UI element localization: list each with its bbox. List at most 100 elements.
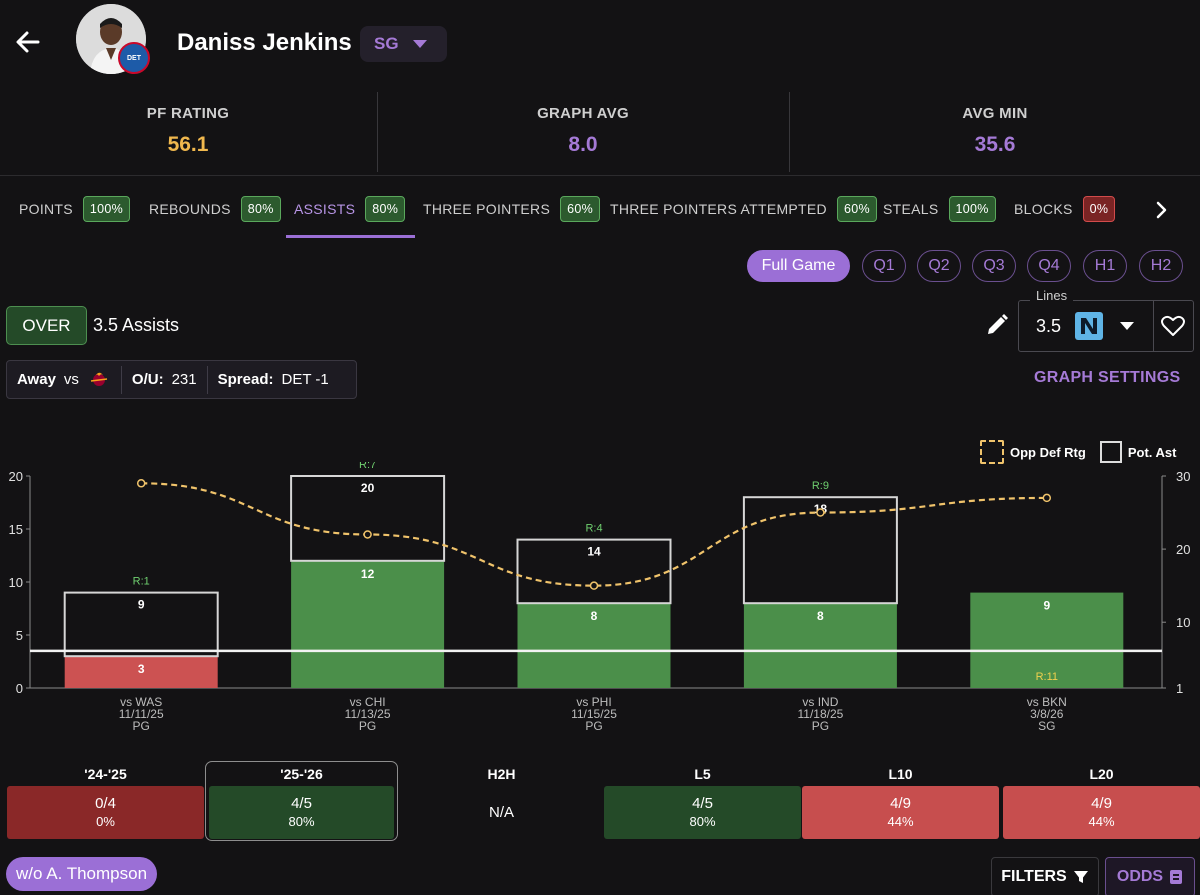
legend-opp-def[interactable]: Opp Def Rtg bbox=[980, 440, 1086, 464]
filters-button[interactable]: FILTERS bbox=[991, 857, 1099, 895]
tab-label: REBOUNDS bbox=[149, 201, 231, 217]
period-q3[interactable]: Q3 bbox=[972, 250, 1016, 282]
position-dropdown[interactable]: SG bbox=[360, 26, 447, 62]
potential-assists-label: 20 bbox=[361, 481, 375, 495]
x-tick-date: 11/15/25 bbox=[571, 707, 617, 721]
spread-segment: Spread: DET -1 bbox=[208, 361, 339, 398]
hit-rate-badge: 100% bbox=[948, 196, 996, 222]
split-value: 4/5 bbox=[291, 794, 312, 812]
tab-label: BLOCKS bbox=[1014, 201, 1073, 217]
location-label: Away bbox=[17, 371, 56, 388]
tab-label: STEALS bbox=[883, 201, 939, 217]
divider bbox=[1153, 300, 1154, 352]
back-arrow-icon[interactable] bbox=[12, 26, 44, 58]
odds-label: ODDS bbox=[1116, 868, 1164, 885]
split-box: N/A bbox=[403, 786, 600, 839]
lines-label: Lines bbox=[1030, 288, 1074, 303]
x-tick-label: vs BKN bbox=[1027, 695, 1067, 709]
legend-label: Pot. Ast bbox=[1127, 444, 1177, 460]
tab-three-pointers-attempted[interactable]: THREE POINTERS ATTEMPTED 60% bbox=[610, 186, 877, 232]
period-q2[interactable]: Q2 bbox=[917, 250, 961, 282]
assist-bar bbox=[64, 656, 218, 688]
period-q4[interactable]: Q4 bbox=[1027, 250, 1071, 282]
stat-value: 8.0 bbox=[568, 133, 598, 156]
period-q1[interactable]: Q1 bbox=[862, 250, 906, 282]
assist-bar bbox=[970, 592, 1124, 688]
tab-blocks[interactable]: BLOCKS 0% bbox=[1014, 186, 1116, 232]
potential-assists-label: 14 bbox=[587, 545, 601, 559]
tab-label: THREE POINTERS bbox=[423, 201, 551, 217]
opp-def-rating-point bbox=[816, 508, 825, 517]
x-tick-label: vs PHI bbox=[576, 695, 611, 709]
tab-label: ASSISTS bbox=[294, 201, 356, 217]
y2-tick-label: 1 bbox=[1176, 681, 1183, 696]
split-25-26[interactable]: '25-'26 4/5 80% bbox=[209, 762, 394, 839]
split-pct: 80% bbox=[689, 813, 716, 829]
y-tick-label: 5 bbox=[16, 628, 23, 643]
pencil-icon[interactable] bbox=[984, 312, 1010, 338]
x-tick-position: PG bbox=[812, 719, 829, 733]
potential-assists-box bbox=[516, 538, 672, 605]
split-box: 4/9 44% bbox=[1003, 786, 1200, 839]
chevron-down-icon[interactable] bbox=[1120, 322, 1134, 330]
stat-label: AVG MIN bbox=[962, 105, 1028, 122]
opp-def-rating-line bbox=[141, 482, 1047, 587]
stat-value: 56.1 bbox=[167, 133, 209, 156]
split-value: 4/9 bbox=[890, 794, 911, 812]
tab-assists[interactable]: ASSISTS 80% bbox=[294, 186, 406, 232]
hit-rate-badge: 0% bbox=[1082, 196, 1116, 222]
split-l5[interactable]: L5 4/5 80% bbox=[604, 762, 801, 839]
heart-icon[interactable] bbox=[1160, 314, 1186, 338]
chevron-down-icon bbox=[412, 40, 427, 48]
period-full-game[interactable]: Full Game bbox=[747, 250, 850, 282]
player-name: Daniss Jenkins bbox=[177, 29, 352, 56]
graph-settings-link[interactable]: GRAPH SETTINGS bbox=[1034, 369, 1181, 386]
x-tick-date: 11/13/25 bbox=[345, 707, 391, 721]
stat-label: PF RATING bbox=[146, 105, 230, 122]
split-value: 4/9 bbox=[1091, 794, 1112, 812]
stats-summary: PF RATING 56.1 GRAPH AVG 8.0 AVG MIN 35.… bbox=[0, 88, 1200, 176]
hit-rate-badge: 60% bbox=[560, 196, 601, 222]
bar-value-label: 9 bbox=[1043, 599, 1050, 613]
x-tick-label: vs CHI bbox=[350, 695, 386, 709]
tab-steals[interactable]: STEALS 100% bbox=[883, 186, 996, 232]
split-l10[interactable]: L10 4/9 44% bbox=[802, 762, 999, 839]
over-badge[interactable]: OVER bbox=[6, 306, 87, 345]
potential-assists-box bbox=[290, 475, 446, 562]
opp-def-rating-point bbox=[363, 530, 372, 539]
hit-rate-badge: 60% bbox=[836, 196, 877, 222]
split-h2h[interactable]: H2H N/A bbox=[403, 762, 600, 839]
x-tick-label: vs IND bbox=[802, 695, 838, 709]
filter-chip[interactable]: w/o A. Thompson bbox=[6, 857, 158, 891]
split-label: L20 bbox=[1089, 766, 1114, 782]
spread-label: Spread: bbox=[217, 371, 274, 388]
active-tab-indicator bbox=[286, 235, 415, 238]
chevron-right-icon[interactable] bbox=[1150, 198, 1172, 222]
period-h2[interactable]: H2 bbox=[1139, 250, 1183, 282]
matchup-context: Away vs O/U: 231 Spread: DET -1 bbox=[6, 360, 357, 399]
opp-def-rating-point bbox=[1042, 493, 1052, 503]
hit-rate-badge: 100% bbox=[82, 196, 131, 222]
split-label: L5 bbox=[694, 766, 711, 782]
tab-points[interactable]: POINTS 100% bbox=[19, 186, 131, 232]
bar-value-label: 3 bbox=[138, 662, 145, 676]
rebound-label: R:4 bbox=[585, 523, 602, 535]
lines-selector[interactable] bbox=[1018, 300, 1194, 352]
lines-value: 3.5 bbox=[1036, 316, 1062, 336]
tab-rebounds[interactable]: REBOUNDS 80% bbox=[149, 186, 281, 232]
stat-label: GRAPH AVG bbox=[537, 105, 629, 122]
tab-three-pointers[interactable]: THREE POINTERS 60% bbox=[423, 186, 601, 232]
split-24-25[interactable]: '24-'25 0/4 0% bbox=[7, 762, 204, 839]
legend-pot-ast[interactable]: Pot. Ast bbox=[1099, 441, 1177, 463]
divider bbox=[206, 365, 208, 394]
split-label: H2H bbox=[487, 766, 516, 782]
odds-button[interactable]: ODDS bbox=[1105, 857, 1195, 895]
stat-value: 35.6 bbox=[974, 133, 1016, 156]
x-tick-position: SG bbox=[1038, 719, 1055, 733]
split-value: 4/5 bbox=[692, 794, 713, 812]
split-l20[interactable]: L20 4/9 44% bbox=[1003, 762, 1200, 839]
period-h1[interactable]: H1 bbox=[1083, 250, 1127, 282]
split-box: 4/5 80% bbox=[209, 786, 394, 839]
x-tick-position: PG bbox=[585, 719, 602, 733]
